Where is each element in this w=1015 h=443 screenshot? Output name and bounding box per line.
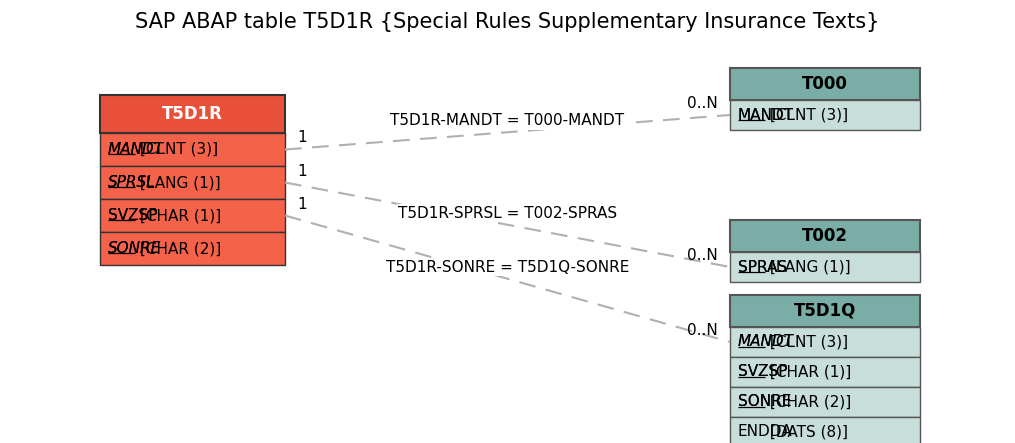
Text: SONRE: SONRE [738,395,792,409]
Text: [CHAR (2)]: [CHAR (2)] [135,241,221,256]
Text: 1: 1 [297,197,307,211]
Bar [100,166,285,199]
Bar [730,327,920,357]
Text: T5D1R-SPRSL = T002-SPRAS: T5D1R-SPRSL = T002-SPRAS [398,206,617,221]
Bar [730,68,920,100]
Text: MANDT: MANDT [108,142,164,157]
Text: [CHAR (1)]: [CHAR (1)] [764,365,851,380]
Text: [CLNT (3)]: [CLNT (3)] [135,142,218,157]
Text: 0..N: 0..N [687,323,718,338]
Text: MANDT: MANDT [108,142,164,157]
Bar [100,199,285,232]
Bar [730,417,920,443]
Bar [730,357,920,387]
Text: T000: T000 [802,75,848,93]
Text: [CHAR (2)]: [CHAR (2)] [764,395,851,409]
Text: SPRAS: SPRAS [738,260,787,275]
Bar [730,295,920,327]
Text: 0..N: 0..N [687,248,718,263]
Text: SONRE: SONRE [108,241,161,256]
Text: MANDT: MANDT [738,108,794,123]
Text: SPRAS: SPRAS [738,260,787,275]
Text: ENDDA: ENDDA [738,424,793,439]
Text: [LANG (1)]: [LANG (1)] [135,175,220,190]
Text: T5D1R-MANDT = T000-MANDT: T5D1R-MANDT = T000-MANDT [391,113,624,128]
Text: 1: 1 [297,163,307,179]
Bar [100,133,285,166]
Text: MANDT: MANDT [738,334,794,350]
Bar [730,252,920,282]
Bar [100,95,285,133]
Text: T5D1Q: T5D1Q [794,302,857,320]
Text: SVZSP: SVZSP [108,208,157,223]
Bar [730,100,920,130]
Text: SVZSP: SVZSP [738,365,788,380]
Bar [100,232,285,265]
Text: T5D1R-SONRE = T5D1Q-SONRE: T5D1R-SONRE = T5D1Q-SONRE [386,260,629,275]
Text: MANDT: MANDT [738,334,794,350]
Bar [730,220,920,252]
Text: SVZSP: SVZSP [738,365,788,380]
Text: SPRSL: SPRSL [108,175,155,190]
Text: [CLNT (3)]: [CLNT (3)] [764,108,848,123]
Text: T5D1R: T5D1R [162,105,223,123]
Text: SVZSP: SVZSP [108,208,157,223]
Text: T002: T002 [802,227,848,245]
Text: [DATS (8)]: [DATS (8)] [764,424,848,439]
Text: SONRE: SONRE [108,241,161,256]
Text: SONRE: SONRE [738,395,792,409]
Text: MANDT: MANDT [738,108,794,123]
Text: [CHAR (1)]: [CHAR (1)] [135,208,221,223]
Text: [LANG (1)]: [LANG (1)] [764,260,851,275]
Text: [CLNT (3)]: [CLNT (3)] [764,334,848,350]
Text: SPRSL: SPRSL [108,175,155,190]
Text: SAP ABAP table T5D1R {Special Rules Supplementary Insurance Texts}: SAP ABAP table T5D1R {Special Rules Supp… [135,12,880,32]
Bar [730,387,920,417]
Text: 0..N: 0..N [687,96,718,111]
Text: 1: 1 [297,131,307,145]
